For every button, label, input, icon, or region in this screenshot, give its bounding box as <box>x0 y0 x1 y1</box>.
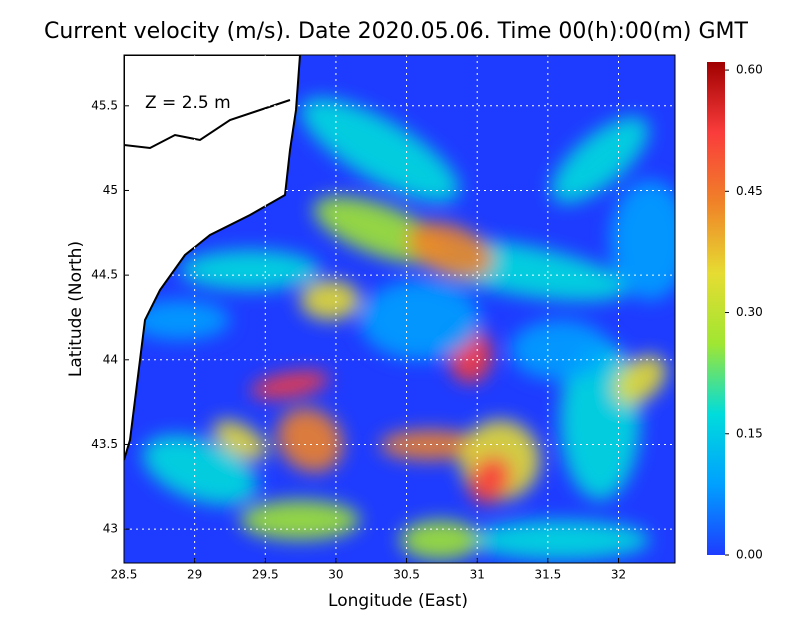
x-tick-label: 31 <box>470 568 485 582</box>
colorbar <box>707 62 725 555</box>
colorbar-tick-label: 0.60 <box>736 63 763 77</box>
y-tick-label: 43 <box>103 522 118 536</box>
x-tick-label: 29 <box>187 568 202 582</box>
field-blob <box>360 280 480 360</box>
field-blob <box>400 520 480 560</box>
x-tick-label: 29.5 <box>252 568 279 582</box>
field-blob <box>240 500 360 540</box>
field-blob <box>300 98 460 202</box>
field-blobs <box>130 98 675 560</box>
y-tick-label: 44 <box>103 352 118 366</box>
x-tick-label: 31.5 <box>534 568 561 582</box>
field-blob <box>470 520 650 560</box>
field-blob <box>250 371 330 399</box>
x-axis-label: Longitude (East) <box>328 591 468 611</box>
colorbar-tick-label: 0.30 <box>736 305 763 319</box>
depth-annotation: Z = 2.5 m <box>145 93 231 113</box>
field-blob <box>613 355 667 405</box>
x-tick-label: 32 <box>611 568 626 582</box>
x-tick-label: 30.5 <box>393 568 420 582</box>
y-tick-label: 45.5 <box>91 98 118 112</box>
x-tick-label: 30 <box>328 568 343 582</box>
field-blob <box>212 420 268 460</box>
plot-frame <box>123 54 676 564</box>
land <box>124 55 302 461</box>
y-tick-label: 44.5 <box>91 268 118 282</box>
field-blob <box>180 250 320 290</box>
field-blob <box>276 407 344 473</box>
grid <box>124 55 675 563</box>
field-blob <box>468 456 512 504</box>
field-blob <box>551 116 649 204</box>
field-blob <box>510 320 610 380</box>
field-blob <box>406 221 494 279</box>
field-blob <box>300 280 360 320</box>
field-blob <box>130 300 230 340</box>
border <box>124 99 291 150</box>
colorbar-tick-label: 0.15 <box>736 426 763 440</box>
y-axis-label: Latitude (North) <box>66 241 86 377</box>
y-tick-label: 45 <box>103 183 118 197</box>
y-tick-label: 43.5 <box>91 437 118 451</box>
chart-title: Current velocity (m/s). Date 2020.05.06.… <box>44 19 749 44</box>
field-blob <box>380 430 480 460</box>
field-blob <box>142 435 258 505</box>
field-blob <box>610 180 675 300</box>
x-tick-label: 28.5 <box>111 568 138 582</box>
colorbar-tick-label: 0.00 <box>736 548 763 562</box>
velocity-field <box>124 55 675 563</box>
colorbar-tick-label: 0.45 <box>736 184 763 198</box>
